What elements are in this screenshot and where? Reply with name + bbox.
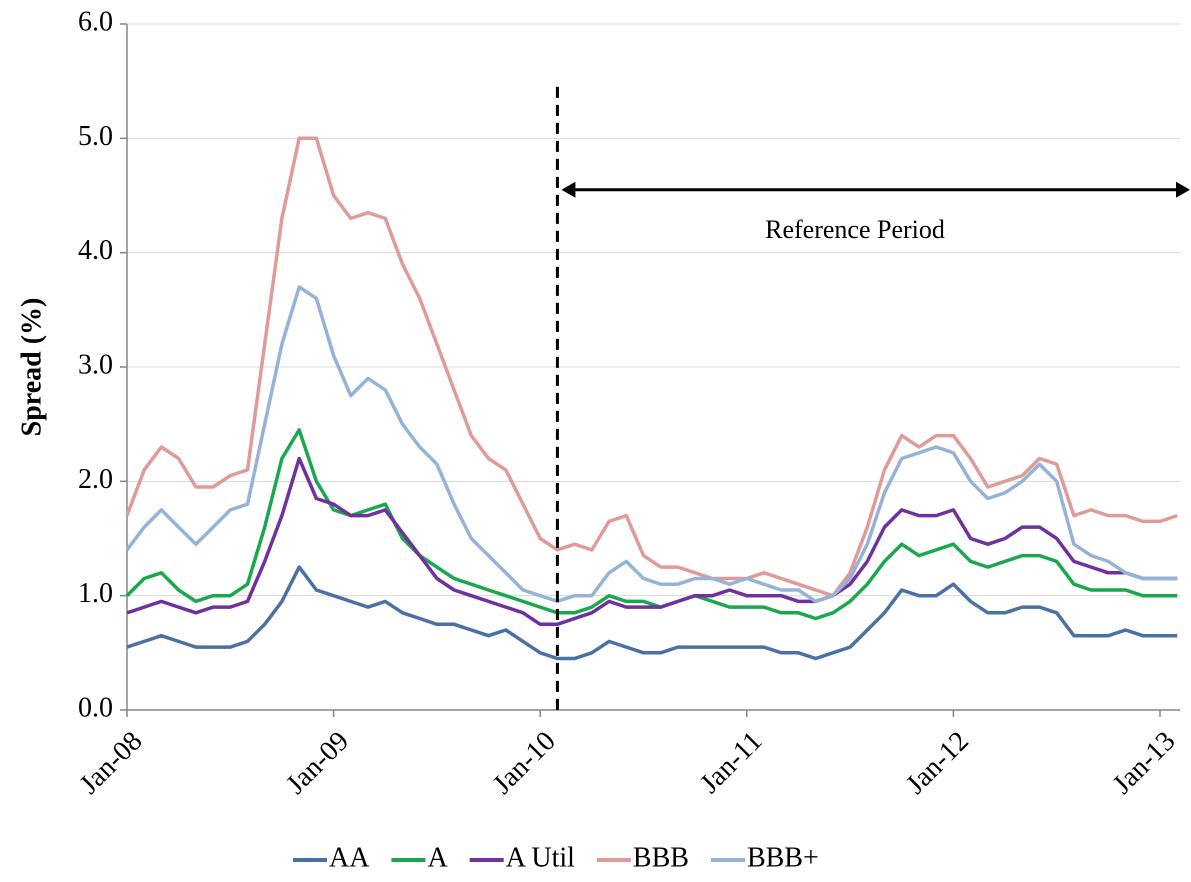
y-tick-label: 5.0 [78,121,113,152]
legend-label: A Util [506,842,575,873]
series-line [126,565,1178,661]
x-tick-label: Jan-08 [74,726,149,801]
y-tick-label: 1.0 [78,578,113,609]
y-tick-label: 4.0 [78,235,113,266]
arrow-head [1176,181,1190,198]
arrow-head [561,181,576,198]
series-line [126,456,1178,627]
y-tick-label: 0.0 [78,692,113,723]
annotation-label: Reference Period [765,215,945,244]
x-tick-label: Jan-10 [487,726,562,801]
series-line [125,136,1178,598]
legend-label: AA [329,842,370,873]
y-tick-label: 3.0 [78,349,113,380]
legend-label: A [427,842,448,873]
series-line [125,428,1178,621]
y-tick-label: 6.0 [78,6,113,37]
x-tick-label: Jan-09 [280,726,355,801]
x-tick-label: Jan-11 [694,726,768,800]
series-line [125,285,1178,604]
legend-label: BBB [633,842,689,873]
y-axis-label: Spread (%) [16,298,47,437]
legend: AA A A Util BBB BBB+ [293,842,819,873]
y-tick-label: 2.0 [78,464,113,495]
x-tick-label: Jan-13 [1107,726,1182,801]
legend-label: BBB+ [747,842,819,873]
x-tick-label: Jan-12 [900,726,975,801]
